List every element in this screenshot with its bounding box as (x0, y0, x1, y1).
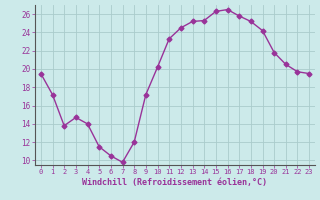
X-axis label: Windchill (Refroidissement éolien,°C): Windchill (Refroidissement éolien,°C) (83, 178, 268, 187)
